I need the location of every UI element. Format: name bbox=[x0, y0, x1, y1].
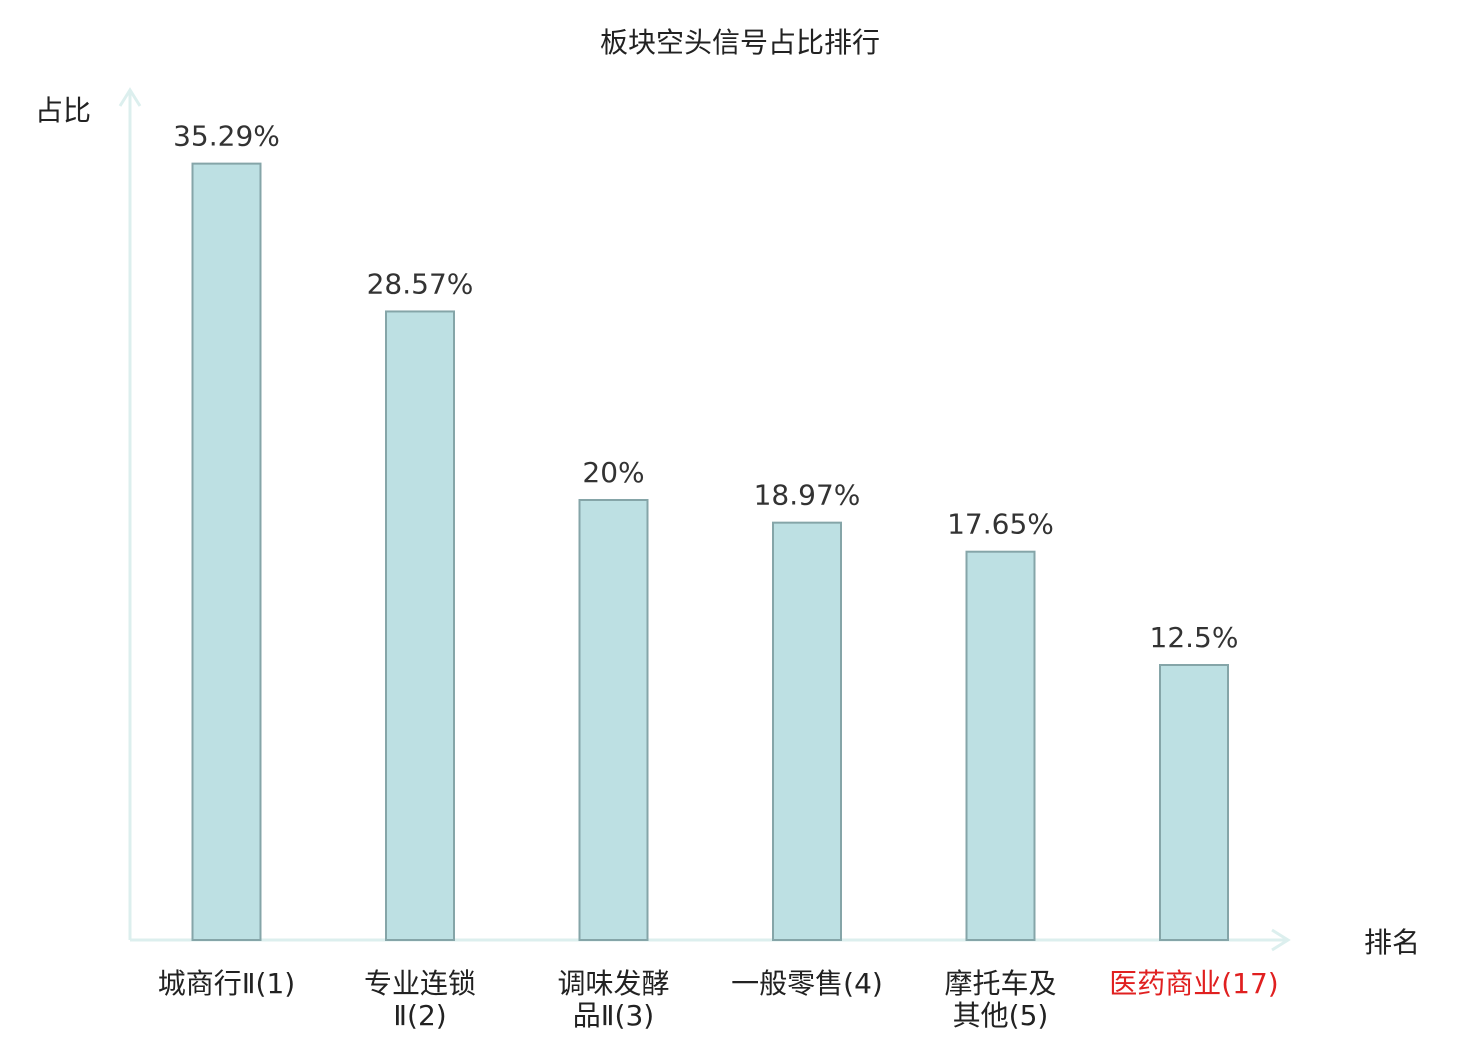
value-label: 35.29% bbox=[173, 120, 280, 153]
category-label: 一般零售(4) bbox=[731, 967, 883, 1000]
category-label: 调味发酵 bbox=[557, 967, 669, 1000]
category-label: 专业连锁 bbox=[364, 967, 476, 1000]
axes bbox=[118, 87, 1291, 952]
value-labels: 35.29% 28.57% 20% 18.97% 17.65% 12.5% bbox=[173, 120, 1238, 654]
value-label: 17.65% bbox=[947, 508, 1054, 541]
value-label: 20% bbox=[582, 456, 644, 489]
bar bbox=[1159, 664, 1229, 941]
bar bbox=[385, 310, 455, 941]
bar bbox=[965, 550, 1036, 941]
value-label: 18.97% bbox=[754, 479, 861, 512]
bar bbox=[191, 162, 262, 941]
y-axis-label: 占比 bbox=[35, 94, 91, 127]
value-label: 12.5% bbox=[1150, 621, 1239, 654]
category-label: 城商行Ⅱ(1) bbox=[158, 967, 295, 1000]
y-axis-arrow-icon bbox=[118, 87, 142, 107]
chart-title: 板块空头信号占比排行 bbox=[600, 26, 880, 59]
category-label: 医药商业(17) bbox=[1109, 967, 1278, 1000]
bar bbox=[578, 499, 649, 941]
bars bbox=[191, 162, 1229, 941]
category-label: 品Ⅱ(3) bbox=[573, 999, 654, 1032]
category-label: 其他(5) bbox=[953, 999, 1049, 1032]
value-label: 28.57% bbox=[367, 267, 474, 300]
x-axis-arrow-icon bbox=[1271, 928, 1291, 952]
bar bbox=[772, 521, 842, 941]
x-axis-label: 排名 bbox=[1364, 926, 1420, 959]
category-label: Ⅱ(2) bbox=[393, 999, 446, 1032]
category-label: 摩托车及 bbox=[944, 967, 1056, 1000]
